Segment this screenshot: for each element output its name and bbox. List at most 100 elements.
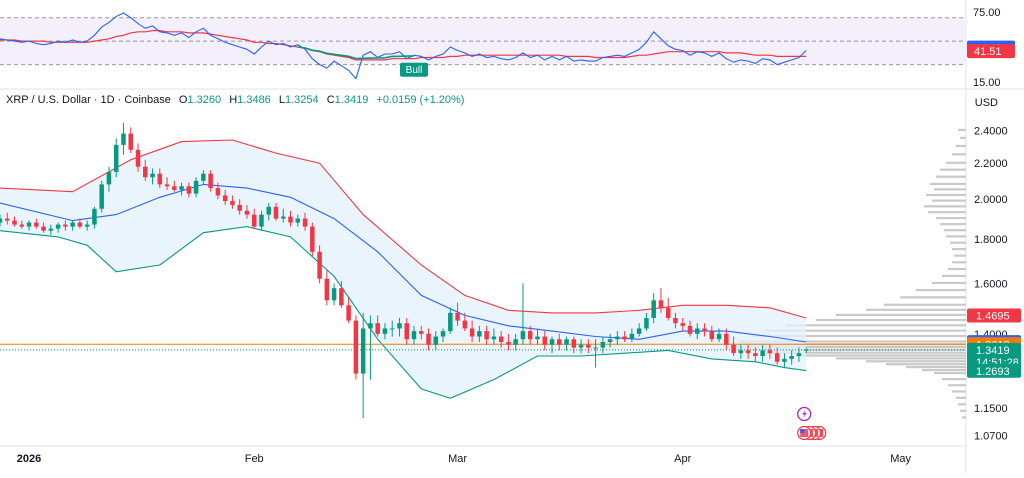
candle[interactable] (382, 323, 388, 340)
candle[interactable] (63, 220, 68, 231)
candle[interactable] (745, 344, 751, 359)
candle[interactable] (346, 297, 351, 324)
candle[interactable] (230, 195, 235, 209)
candle[interactable] (244, 204, 250, 219)
candle[interactable] (513, 333, 518, 351)
candle[interactable] (716, 328, 722, 342)
candle[interactable] (469, 320, 475, 342)
candle[interactable] (607, 333, 613, 348)
symbol-title[interactable]: XRP / U.S. Dollar · 1D · Coinbase (6, 94, 171, 106)
candle[interactable] (644, 312, 649, 332)
candle[interactable] (724, 328, 729, 351)
candle[interactable] (34, 218, 39, 229)
candle[interactable] (615, 331, 620, 345)
candle[interactable] (84, 220, 90, 231)
candle[interactable] (5, 212, 10, 225)
candle[interactable] (738, 344, 744, 359)
candle[interactable] (455, 302, 460, 326)
candle[interactable] (767, 344, 773, 359)
candle[interactable] (411, 325, 417, 345)
candle[interactable] (331, 283, 337, 306)
candle[interactable] (92, 206, 97, 229)
candle[interactable] (172, 180, 177, 192)
candle[interactable] (702, 323, 707, 337)
candle[interactable] (128, 127, 133, 154)
candle[interactable] (665, 297, 671, 321)
candle[interactable] (310, 222, 315, 257)
candle[interactable] (687, 320, 693, 337)
candle[interactable] (709, 325, 715, 342)
bollinger-upper-line[interactable] (0, 139, 807, 319)
candle[interactable] (157, 168, 163, 189)
candle[interactable] (266, 203, 271, 221)
candle[interactable] (106, 166, 112, 192)
candle[interactable] (259, 210, 264, 231)
candle[interactable] (302, 212, 308, 231)
candle[interactable] (186, 182, 192, 198)
candle[interactable] (680, 317, 685, 332)
candle[interactable] (353, 315, 359, 380)
candle[interactable] (208, 170, 213, 192)
candle[interactable] (150, 168, 155, 185)
candle[interactable] (673, 312, 678, 329)
candle[interactable] (55, 222, 61, 233)
candle[interactable] (527, 325, 533, 345)
candle[interactable] (419, 325, 424, 340)
candle[interactable] (121, 122, 126, 155)
candle[interactable] (237, 199, 242, 215)
candle[interactable] (498, 331, 504, 348)
candle[interactable] (426, 328, 431, 351)
candle[interactable] (622, 331, 627, 342)
candle[interactable] (448, 307, 453, 334)
candle[interactable] (339, 281, 344, 308)
candle[interactable] (70, 220, 75, 231)
candle[interactable] (135, 143, 141, 172)
candle[interactable] (26, 220, 32, 231)
candle[interactable] (288, 210, 293, 227)
candle[interactable] (48, 224, 54, 235)
candle[interactable] (535, 328, 540, 345)
candle[interactable] (143, 159, 148, 181)
candle[interactable] (484, 325, 489, 345)
candle[interactable] (404, 317, 409, 345)
candle[interactable] (77, 218, 83, 229)
candle[interactable] (557, 333, 562, 351)
candle[interactable] (586, 339, 591, 354)
candle[interactable] (578, 339, 584, 354)
candle[interactable] (491, 328, 497, 345)
candle[interactable] (731, 336, 736, 357)
candle[interactable] (295, 214, 301, 227)
rsi-line[interactable] (0, 12, 807, 80)
candle[interactable] (164, 177, 170, 190)
candle[interactable] (462, 312, 468, 332)
candle[interactable] (629, 328, 635, 342)
candle[interactable] (695, 323, 700, 340)
event-markers[interactable] (797, 406, 827, 441)
candle[interactable] (397, 317, 402, 337)
candle[interactable] (782, 353, 787, 368)
candle[interactable] (760, 344, 765, 362)
candle[interactable] (317, 245, 322, 284)
candle[interactable] (658, 288, 664, 313)
candle[interactable] (19, 220, 25, 229)
candle[interactable] (360, 312, 366, 419)
candle[interactable] (113, 138, 119, 178)
candle[interactable] (215, 182, 221, 200)
candle[interactable] (564, 336, 569, 351)
candle[interactable] (433, 331, 439, 351)
candle[interactable] (549, 336, 555, 354)
candle[interactable] (0, 214, 3, 227)
candle[interactable] (520, 283, 526, 345)
rsi-ma-line[interactable] (0, 30, 807, 61)
candle[interactable] (368, 315, 373, 380)
candle[interactable] (796, 347, 802, 362)
candle[interactable] (636, 323, 642, 337)
candle[interactable] (542, 331, 547, 351)
candle[interactable] (774, 347, 780, 365)
candle[interactable] (41, 222, 46, 233)
candle[interactable] (201, 170, 206, 185)
candle[interactable] (375, 315, 380, 337)
candle[interactable] (222, 189, 228, 205)
candle[interactable] (651, 292, 656, 324)
